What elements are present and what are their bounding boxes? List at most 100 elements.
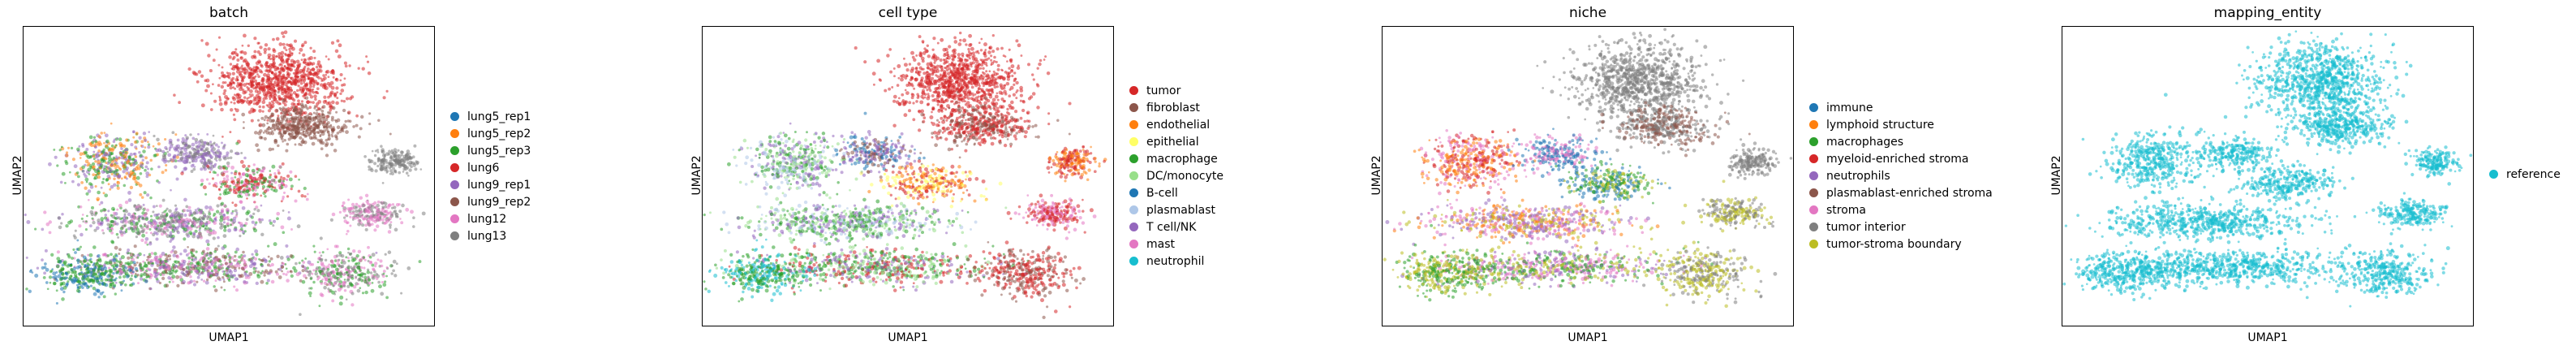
data-point <box>284 52 287 56</box>
data-point <box>161 211 164 214</box>
data-point <box>288 97 291 100</box>
data-point <box>25 256 28 259</box>
data-point <box>320 254 323 257</box>
data-point <box>357 283 359 286</box>
legend-label: lung5_rep1 <box>467 110 531 123</box>
data-point <box>303 115 307 119</box>
data-point <box>183 248 187 253</box>
data-point <box>284 107 288 110</box>
data-point <box>271 94 275 99</box>
data-point <box>277 94 282 99</box>
data-point <box>261 123 266 127</box>
data-point <box>92 173 96 177</box>
data-point <box>192 148 197 153</box>
data-point <box>250 85 253 89</box>
data-point <box>119 153 123 157</box>
data-point <box>239 235 242 238</box>
data-point <box>330 264 333 267</box>
data-point <box>381 182 385 184</box>
data-point <box>376 149 379 152</box>
data-point <box>348 253 352 256</box>
data-point <box>385 218 389 223</box>
data-point <box>140 145 143 147</box>
data-point <box>236 58 240 62</box>
data-point <box>138 184 143 188</box>
data-point <box>63 263 67 266</box>
data-point <box>153 134 156 138</box>
data-point <box>154 274 158 279</box>
data-point <box>114 292 117 296</box>
data-point <box>162 230 166 234</box>
data-point <box>333 292 337 296</box>
data-point <box>243 96 247 99</box>
data-point <box>375 224 380 228</box>
data-point <box>210 208 214 212</box>
data-point <box>221 141 223 145</box>
data-point <box>166 254 170 258</box>
data-point <box>205 225 208 227</box>
data-point <box>194 137 199 142</box>
data-point <box>277 80 280 84</box>
data-point <box>197 70 202 74</box>
data-point <box>267 104 271 108</box>
data-point <box>406 266 411 270</box>
data-point <box>86 214 88 218</box>
data-point <box>41 258 44 261</box>
data-point <box>58 149 62 152</box>
data-point <box>366 209 370 213</box>
data-point <box>312 50 316 54</box>
data-point <box>219 193 221 196</box>
data-point <box>116 180 119 184</box>
data-point <box>279 122 283 126</box>
data-point <box>196 275 200 279</box>
data-point <box>295 261 298 266</box>
data-point <box>208 210 211 214</box>
data-point <box>241 64 243 67</box>
data-point <box>957 59 960 63</box>
data-point <box>115 254 118 257</box>
data-point <box>175 211 179 214</box>
data-point <box>109 188 112 191</box>
data-point <box>206 84 210 89</box>
data-point <box>333 134 338 138</box>
data-point <box>223 225 227 229</box>
data-point <box>182 272 186 276</box>
data-point <box>301 269 305 273</box>
data-point <box>276 74 281 79</box>
data-point <box>303 67 306 70</box>
data-point <box>290 63 294 67</box>
data-point <box>295 59 300 64</box>
data-point <box>359 115 364 119</box>
data-point <box>123 283 127 287</box>
data-point <box>217 235 220 240</box>
data-point <box>1011 74 1014 78</box>
data-point <box>83 259 86 263</box>
data-point <box>183 214 187 217</box>
legend-item: lung5_rep1 <box>450 108 531 125</box>
data-point <box>385 296 389 300</box>
data-point <box>241 112 246 117</box>
data-point <box>281 270 283 273</box>
data-point <box>346 221 350 224</box>
data-point <box>191 142 196 147</box>
data-point <box>316 261 320 264</box>
data-point <box>232 183 235 185</box>
data-point <box>61 171 66 176</box>
data-point <box>135 132 139 136</box>
data-point <box>178 223 181 226</box>
data-point <box>111 170 115 174</box>
data-point <box>177 159 180 162</box>
data-point <box>208 162 211 165</box>
data-point <box>301 88 305 92</box>
data-point <box>343 279 346 281</box>
data-point <box>97 296 101 299</box>
data-point <box>197 153 201 157</box>
data-point <box>263 189 268 193</box>
data-point <box>245 218 249 222</box>
data-point <box>276 254 280 258</box>
data-point <box>179 150 183 154</box>
point-cloud-grayR <box>363 144 423 184</box>
data-point <box>262 132 265 134</box>
data-point <box>261 110 264 113</box>
data-point <box>210 262 213 266</box>
